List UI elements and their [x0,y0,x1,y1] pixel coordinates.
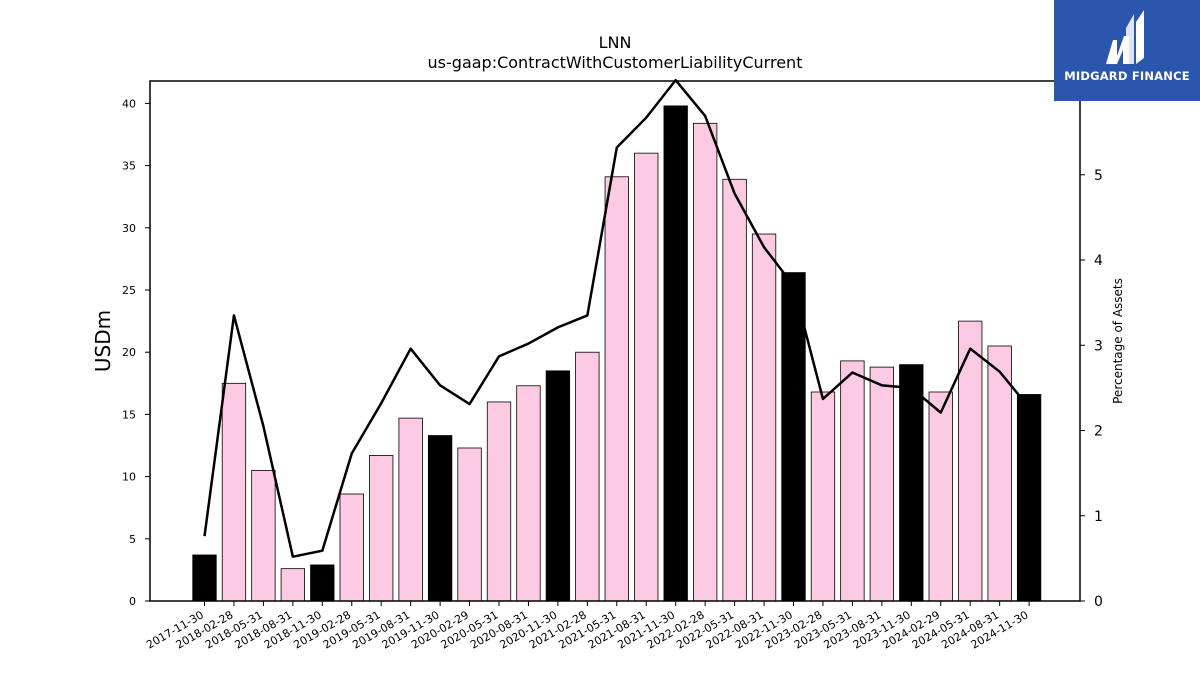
bar-2020-08-31 [516,385,541,602]
y-tick-label: 20 [122,346,136,359]
brand-logo: MIDGARD FINANCE [1054,0,1200,101]
bar-2024-05-31 [958,320,983,602]
y-tick-label: 25 [122,284,136,297]
bar-2018-05-31 [251,469,276,602]
bar-group [192,105,1042,602]
bar-2019-02-28 [339,493,364,602]
bar-2020-05-31 [486,401,512,602]
midgard-logo-icon [1106,10,1144,64]
brand-name: MIDGARD FINANCE [1064,69,1190,83]
x-axis-ticks: 2017-11-302018-02-282018-05-312018-08-31… [144,601,1031,652]
bar-2024-08-31 [987,345,1012,602]
bar-2023-11-30 [899,364,924,602]
bar-2020-02-29 [457,447,482,602]
bar-2018-02-28 [221,382,247,602]
y-tick-label: 15 [122,408,136,421]
bar-2021-11-30 [663,105,688,602]
y-tick-label: 40 [122,97,136,110]
y-tick-label: 10 [122,471,136,484]
line-group [203,78,1031,558]
y2-axis-label: Percentage of Assets [1111,278,1125,404]
bar-2022-02-28 [693,122,718,602]
bar-2019-11-30 [427,435,453,602]
y-tick-label: 0 [129,595,136,608]
bar-2018-11-30 [310,564,335,602]
bar-2019-08-31 [398,417,423,602]
y-axis-label: USDm [91,310,115,372]
y2-tick-label: 0 [1094,594,1103,610]
bar-2023-02-28 [810,391,836,602]
y2-tick-label: 3 [1094,338,1103,354]
bar-2022-05-31 [722,178,747,602]
y-tick-label: 30 [122,222,136,235]
bar-2021-08-31 [634,152,659,602]
right-axis-ticks: 0123456 [1080,83,1103,610]
bar-2024-11-30 [1016,394,1042,602]
bar-2022-08-31 [751,233,777,602]
percentage-line [203,78,1031,558]
left-axis-ticks: 0 5 10 15 20 25 30 35 40 [122,97,150,608]
y2-tick-label: 4 [1094,253,1103,269]
bar-2018-08-31 [280,568,306,602]
y2-tick-label: 1 [1094,509,1103,525]
y2-tick-label: 2 [1094,424,1103,440]
chart-title: LNN [599,33,632,52]
bar-2023-05-31 [840,360,865,602]
plot-frame [149,80,1081,602]
y-tick-label: 5 [129,533,136,546]
bar-2021-02-28 [575,351,600,602]
bar-2019-05-31 [369,455,394,602]
y-tick-label: 35 [122,160,136,173]
bar-2023-08-31 [869,366,894,602]
bar-2024-02-29 [928,391,953,602]
y2-tick-label: 5 [1094,168,1103,184]
bar-2017-11-30 [192,554,217,602]
bar-2021-05-31 [604,176,629,602]
chart-subtitle: us-gaap:ContractWithCustomerLiabilityCur… [428,53,803,72]
bar-2020-11-30 [545,370,571,602]
